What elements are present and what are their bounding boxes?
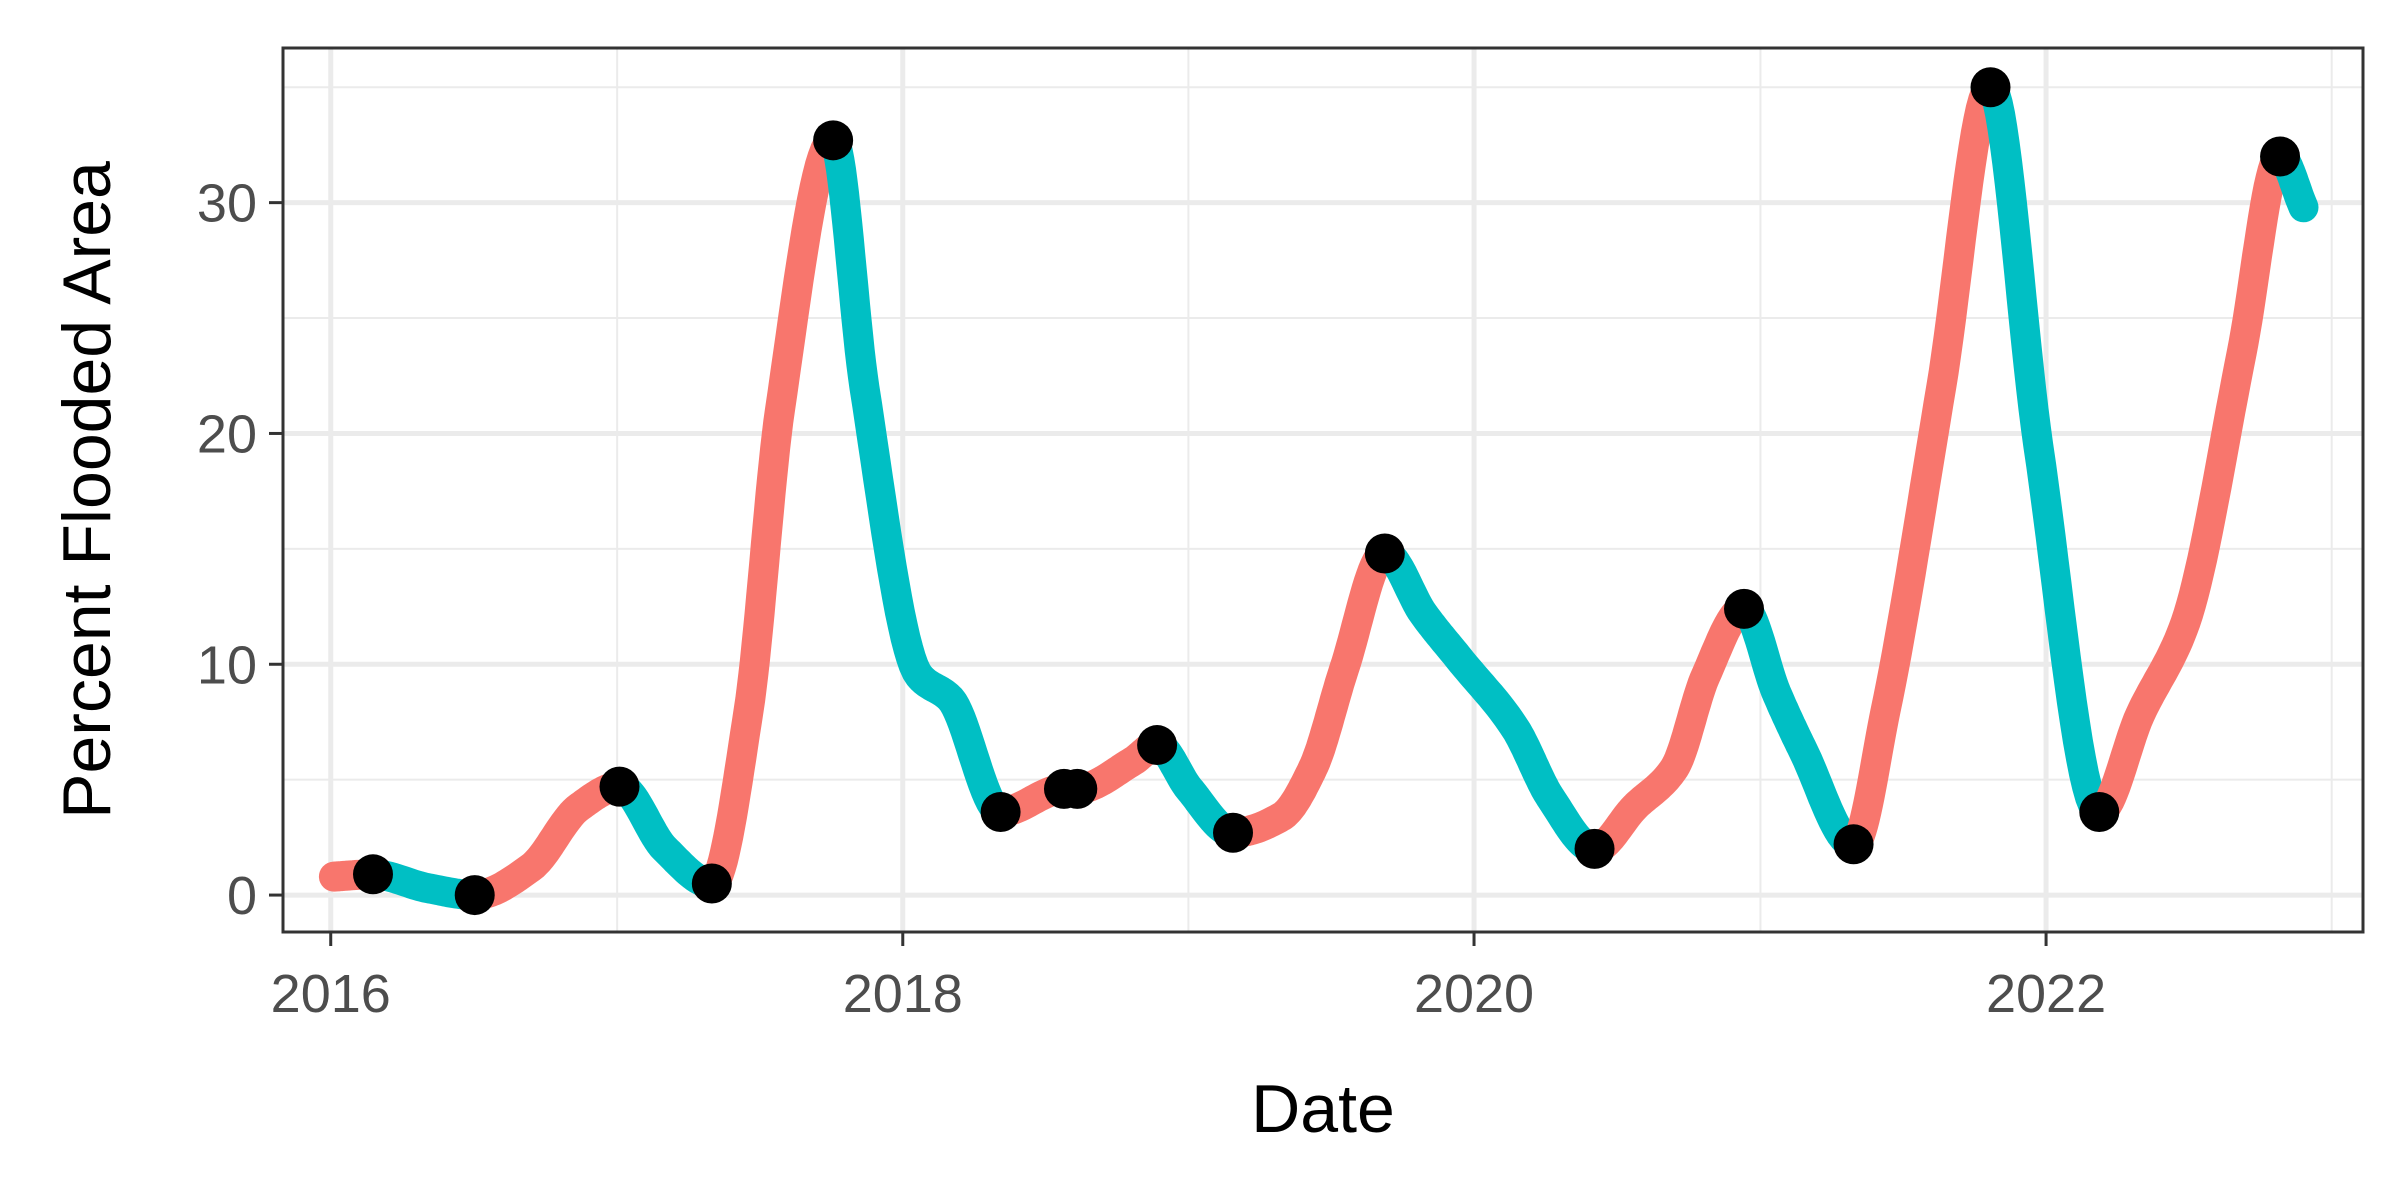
observation-point: [599, 766, 640, 807]
axes: 0 10 20 30 2016 2018 2020 2022: [197, 174, 2106, 1024]
observation-points: [352, 67, 2301, 916]
curve-segment-falling: [818, 125, 1016, 827]
curve-segment-rising: [1838, 72, 2006, 860]
observation-point: [1137, 725, 1178, 766]
y-tick-label: 30: [197, 174, 257, 234]
observation-point: [454, 875, 495, 916]
curve-segment-falling: [604, 771, 727, 899]
panel-border: [281, 46, 2365, 934]
curve-segment-rising: [696, 125, 849, 899]
observation-point: [980, 791, 1021, 832]
observation-point: [1057, 768, 1098, 809]
observation-point: [2079, 791, 2120, 832]
x-tick-label: 2016: [271, 964, 391, 1024]
observation-point: [1213, 812, 1254, 853]
y-tick-label: 10: [197, 635, 257, 695]
y-tick-label: 20: [197, 404, 257, 464]
x-tick-label: 2022: [1986, 964, 2106, 1024]
observation-point: [1833, 824, 1874, 865]
observation-point: [352, 854, 393, 895]
observation-point: [691, 863, 732, 904]
x-axis-title: Date: [1251, 1071, 1395, 1147]
observation-point: [1364, 533, 1405, 574]
curve-segment-falling: [1729, 593, 1869, 860]
curve-segment-rising: [459, 771, 635, 911]
curve-segment-falling: [1369, 538, 1610, 864]
observation-point: [813, 120, 854, 161]
grid-lines: [283, 48, 2363, 932]
x-tick-label: 2018: [843, 964, 963, 1024]
curve-segment-rising: [1579, 593, 1759, 864]
curve-segment-falling: [1975, 72, 2115, 827]
observation-point: [1724, 588, 1765, 629]
observation-point: [1970, 67, 2011, 108]
x-tick-label: 2020: [1414, 964, 1534, 1024]
curve-segment-rising: [1218, 538, 1400, 848]
observation-point: [2260, 136, 2301, 177]
y-axis-title: Percent Flooded Area: [49, 161, 125, 819]
y-tick-label: 0: [227, 866, 257, 926]
observation-point: [1574, 828, 1615, 869]
curve-segment-rising: [2084, 141, 2296, 827]
